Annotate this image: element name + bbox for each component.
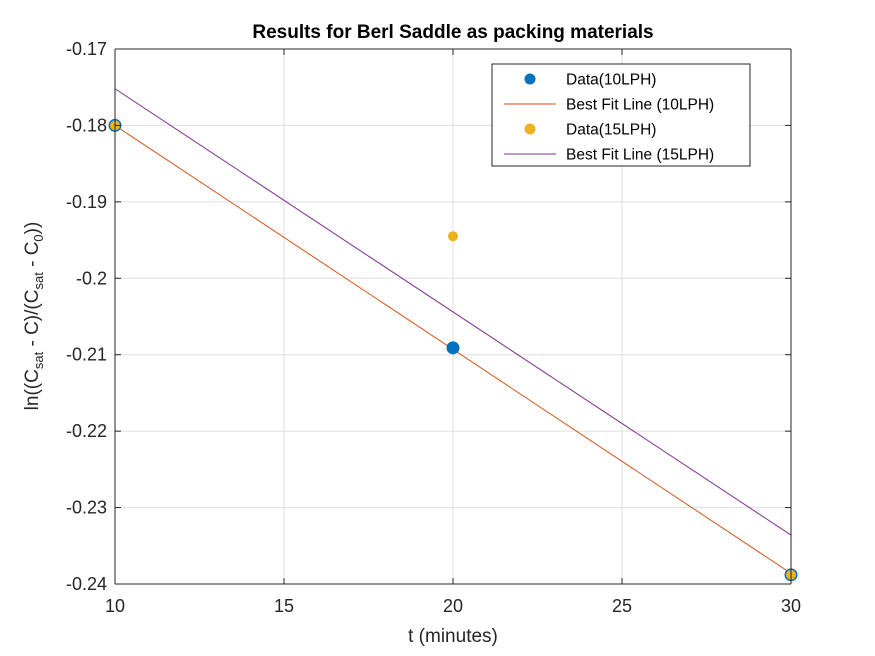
legend-entry-label: Data(10LPH)	[566, 72, 656, 89]
y-tick-label: -0.17	[66, 39, 107, 59]
x-tick-label: 15	[274, 596, 294, 616]
x-tick-label: 10	[105, 596, 125, 616]
y-tick-label: -0.21	[66, 345, 107, 365]
y-tick-label: -0.22	[66, 421, 107, 441]
series-line	[114, 88, 792, 536]
legend-entry-label: Best Fit Line (15LPH)	[566, 147, 714, 164]
svg-text:ln((Csat - C)/(Csat - C0)): ln((Csat - C)/(Csat - C0))	[22, 222, 46, 411]
y-tick-label: -0.24	[66, 574, 107, 594]
x-tick-label: 30	[781, 596, 801, 616]
ticks: 10 15 20 25 30 -0.24 -0.23 -0.22 -0.21 -0.2 -0.19 -…	[66, 39, 801, 616]
y-tick-label: -0.2	[76, 268, 107, 288]
y-label-sub-3: 0	[31, 234, 46, 241]
chart-title: Results for Berl Saddle as packing mater…	[252, 22, 653, 43]
y-label-sub-2: sat	[31, 272, 46, 290]
y-label-part-2: - C)/(C	[22, 290, 43, 352]
y-label-part-3: - C	[22, 242, 43, 273]
y-label-part-4: ))	[22, 222, 43, 235]
y-tick-label: -0.18	[66, 115, 107, 135]
legend-entry-label: Data(15LPH)	[566, 122, 656, 139]
y-label-part-1: ln((C	[22, 369, 43, 410]
data-point	[446, 341, 460, 355]
y-tick-label: -0.19	[66, 192, 107, 212]
legend-marker	[524, 123, 536, 135]
x-tick-label: 20	[443, 596, 463, 616]
legend-marker	[524, 73, 536, 85]
y-label-sub-1: sat	[31, 351, 46, 369]
legend-entry-label: Best Fit Line (10LPH)	[566, 97, 714, 114]
data-point	[448, 231, 458, 242]
x-axis-label: t (minutes)	[408, 626, 498, 647]
y-tick-label: -0.23	[66, 498, 107, 518]
y-axis-label: ln((Csat - C)/(Csat - C0))	[22, 222, 46, 411]
legend: Data(10LPH) Best Fit Line (10LPH) Data(15L…	[491, 63, 751, 167]
x-tick-label: 25	[612, 596, 632, 616]
